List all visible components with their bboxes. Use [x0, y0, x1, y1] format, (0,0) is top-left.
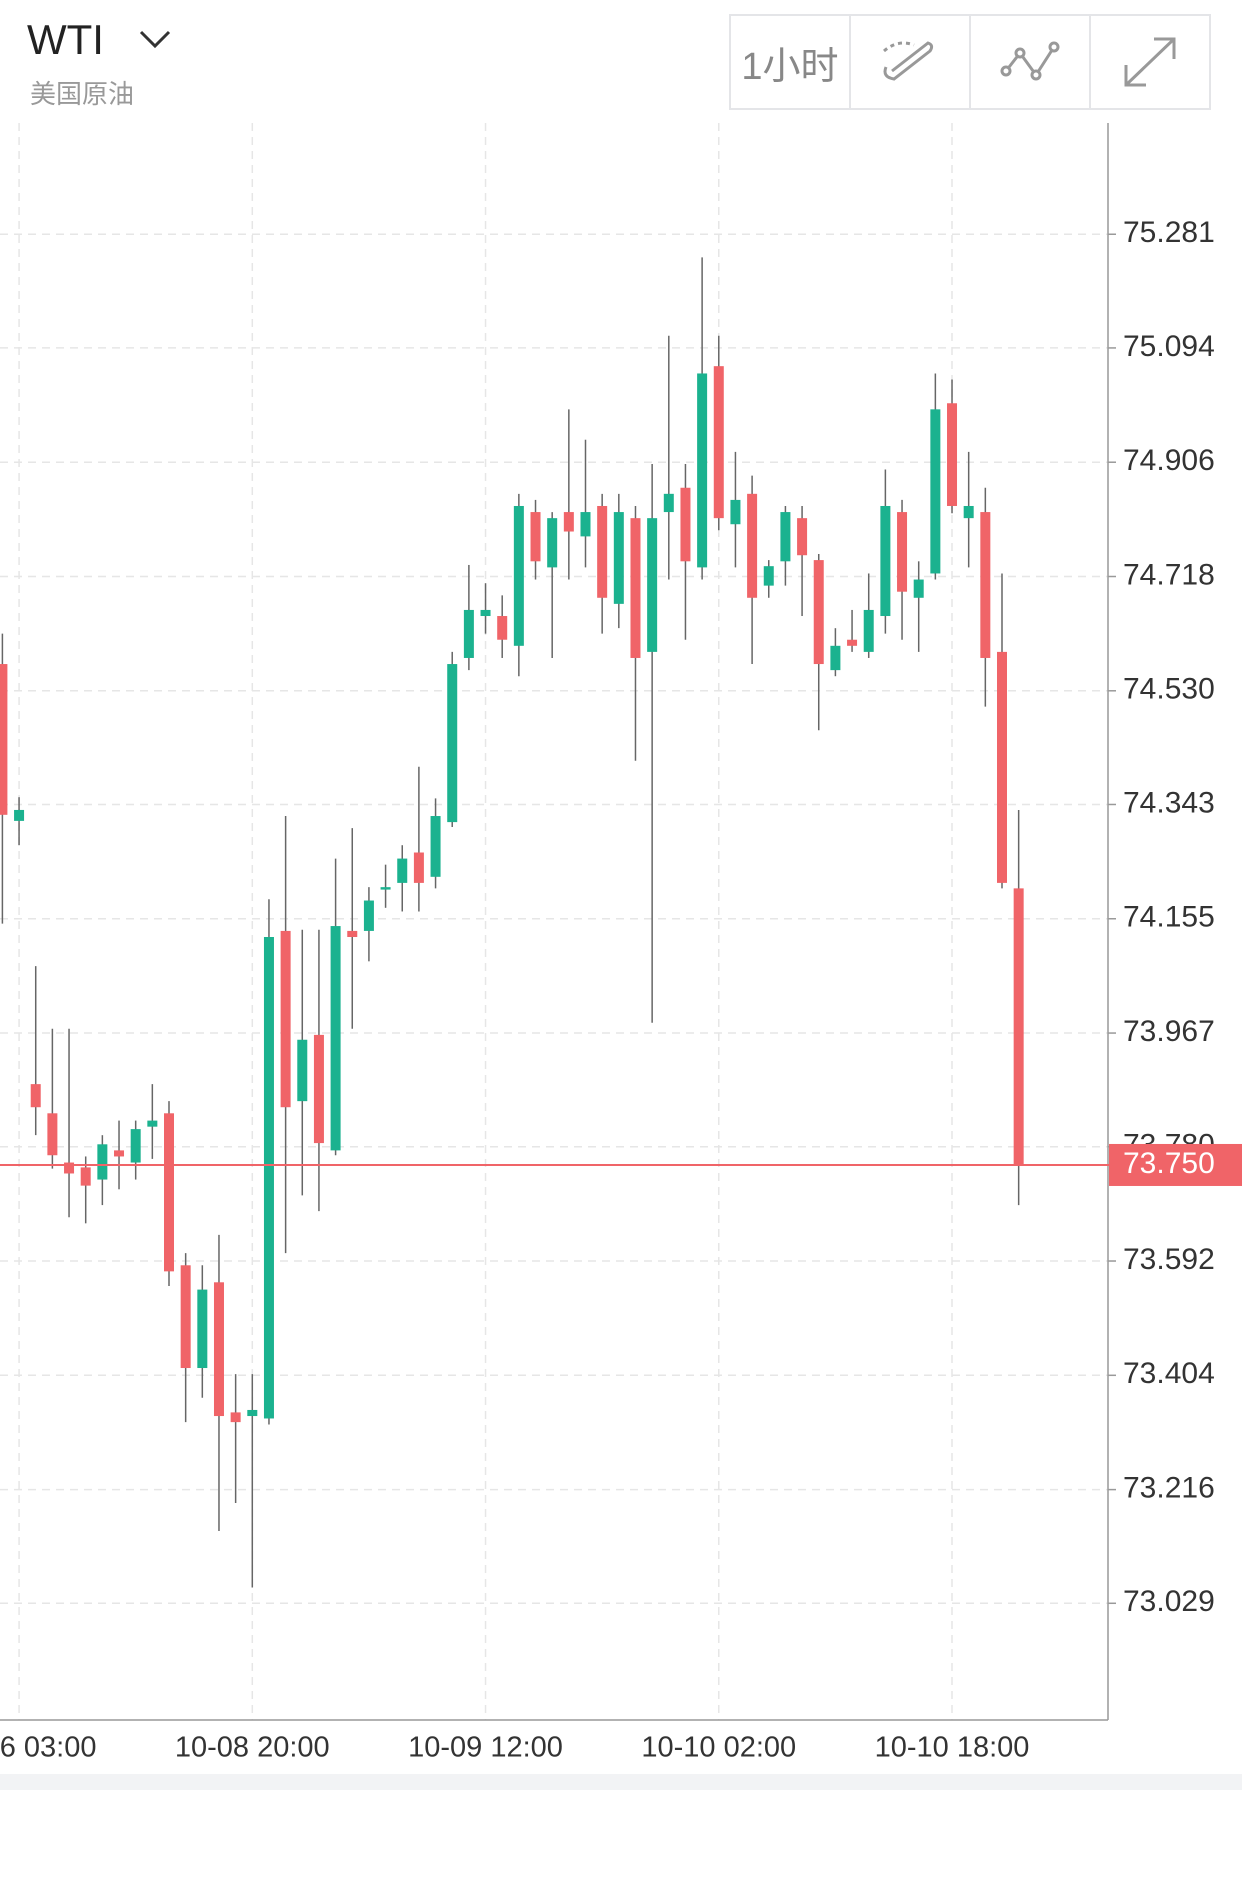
candle-body	[863, 609, 874, 652]
candle-body	[64, 1162, 75, 1174]
candle-body	[430, 816, 441, 877]
last-price-label: 73.750	[1123, 1147, 1215, 1180]
candle-body	[263, 937, 274, 1419]
candle-body	[980, 512, 991, 658]
candle-body	[164, 1113, 174, 1272]
candle-body	[147, 1120, 158, 1127]
y-tick-label: 74.718	[1123, 558, 1215, 591]
interval-button[interactable]: 1小时	[731, 16, 851, 108]
last-price-tag	[1109, 1143, 1242, 1186]
candle-body	[380, 887, 391, 890]
candle-body	[413, 852, 424, 883]
candle-body	[580, 512, 591, 537]
candle-body	[913, 579, 924, 598]
candle-body	[730, 499, 741, 525]
candle-body	[114, 1150, 125, 1157]
candle-body	[780, 512, 791, 562]
x-tick-label: 10-09 12:00	[408, 1732, 563, 1764]
candle-body	[830, 645, 841, 671]
candle-body	[647, 518, 658, 652]
x-tick-label: 10-08 20:00	[175, 1732, 330, 1764]
candle-body	[663, 493, 674, 513]
candle-body	[197, 1289, 208, 1369]
candle-body	[247, 1409, 258, 1417]
candle-body	[563, 512, 574, 532]
candle-body	[80, 1167, 91, 1186]
candle-body	[130, 1129, 141, 1163]
candle-body	[747, 493, 758, 598]
y-tick-label: 74.906	[1123, 444, 1215, 477]
x-tick-label: 10-10 02:00	[641, 1732, 796, 1764]
candle-body	[497, 616, 508, 640]
candle-body	[963, 505, 974, 519]
candle-body	[180, 1265, 191, 1369]
candle-body	[947, 403, 958, 506]
candle-body	[447, 664, 458, 823]
candle-body	[880, 505, 891, 617]
candle-body	[797, 518, 808, 556]
y-tick-label: 75.094	[1123, 330, 1215, 363]
candle-body	[213, 1282, 224, 1417]
candle-body	[897, 512, 908, 592]
candle-body	[930, 409, 941, 574]
y-tick-label: 74.155	[1123, 901, 1215, 934]
y-tick-label: 73.404	[1123, 1357, 1215, 1390]
y-tick-label: 73.592	[1123, 1243, 1215, 1276]
y-tick-label: 74.530	[1123, 673, 1215, 706]
x-tick-label: 10-06 03:00	[0, 1732, 96, 1764]
candle-body	[997, 651, 1007, 883]
candle-body	[14, 809, 25, 821]
candle-body	[513, 505, 524, 646]
candle-body	[330, 926, 341, 1151]
indicator-button[interactable]	[971, 16, 1091, 108]
symbol-name: 美国原油	[30, 79, 135, 109]
candle-body	[813, 560, 824, 665]
candle-body	[280, 930, 291, 1108]
y-tick-label: 74.343	[1123, 786, 1215, 819]
toolbar: 1小时	[729, 14, 1211, 110]
candle-body	[230, 1412, 241, 1423]
y-tick-label: 75.281	[1123, 216, 1215, 249]
x-tick-label: 10-10 18:00	[875, 1732, 1030, 1764]
candle-body	[0, 664, 8, 815]
candle-body	[630, 518, 641, 658]
dropdown-icon[interactable]	[138, 28, 172, 50]
y-tick-label: 73.216	[1123, 1472, 1215, 1505]
candle-body	[763, 566, 774, 586]
candle-body	[347, 930, 358, 938]
candle-body	[847, 639, 858, 646]
candle-body	[530, 512, 541, 562]
candle-body	[613, 512, 624, 604]
draw-button[interactable]	[851, 16, 971, 108]
candle-body	[697, 373, 708, 568]
candle-body	[480, 609, 491, 617]
symbol[interactable]: WTI	[27, 16, 104, 63]
candle-body	[713, 366, 724, 519]
y-tick-label: 73.029	[1123, 1585, 1215, 1618]
candle-body	[680, 487, 691, 562]
candle-body	[313, 1034, 324, 1144]
candle-body	[97, 1144, 108, 1180]
candle-body	[297, 1039, 308, 1102]
y-tick-label: 73.967	[1123, 1015, 1215, 1048]
candle-body	[363, 900, 374, 931]
candle-body	[30, 1084, 41, 1108]
candle-body	[463, 609, 474, 658]
candle-body	[597, 505, 608, 598]
fullscreen-button[interactable]	[1091, 16, 1209, 108]
candle-body	[397, 858, 408, 883]
candle-body	[1013, 888, 1024, 1165]
candle-body	[547, 518, 558, 568]
bottom-band	[0, 1774, 1242, 1790]
candle-body	[47, 1113, 58, 1156]
